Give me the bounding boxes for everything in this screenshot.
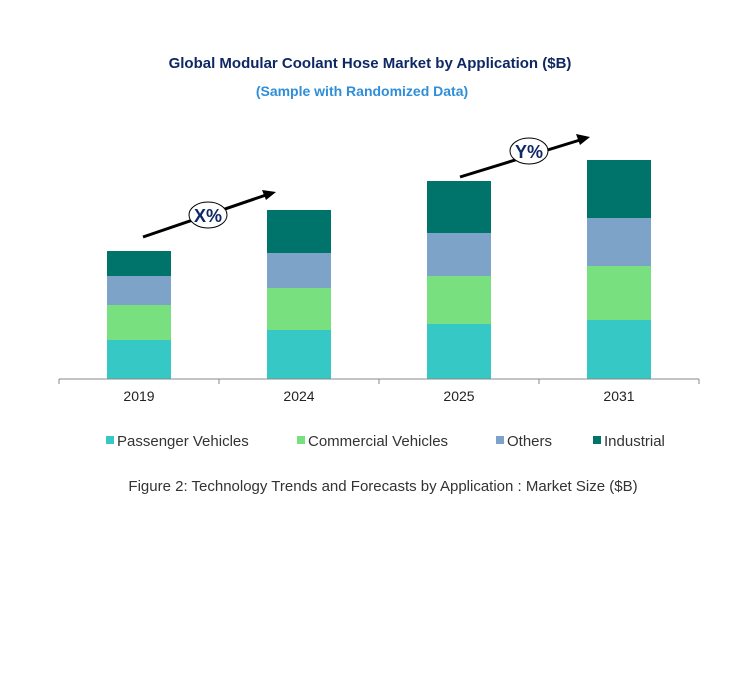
legend-label: Commercial Vehicles — [308, 433, 448, 450]
x-tick-label: 2025 — [443, 388, 474, 404]
growth-arrow-y: Y% — [459, 134, 590, 179]
legend-label: Passenger Vehicles — [117, 433, 249, 450]
bar-segment-2025-industrial — [427, 181, 491, 233]
bar-segment-2024-passenger-vehicles — [267, 330, 331, 379]
chart-subtitle: (Sample with Randomized Data) — [256, 83, 468, 99]
x-tick-label: 2031 — [603, 388, 634, 404]
growth-arrow-x: X% — [142, 190, 276, 239]
bar-segment-2025-commercial-vehicles — [427, 276, 491, 324]
bar-segment-2031-commercial-vehicles — [587, 266, 651, 320]
bar-segment-2025-passenger-vehicles — [427, 324, 491, 379]
bar-segment-2024-commercial-vehicles — [267, 288, 331, 330]
bar-segment-2031-passenger-vehicles — [587, 320, 651, 379]
growth-label-x: X% — [194, 206, 222, 226]
bar-segment-2025-others — [427, 233, 491, 276]
figure-caption: Figure 2: Technology Trends and Forecast… — [128, 478, 637, 495]
bar-segment-2031-industrial — [587, 160, 651, 218]
legend-swatch — [106, 436, 114, 444]
bar-segment-2019-industrial — [107, 251, 171, 276]
chart-title: Global Modular Coolant Hose Market by Ap… — [169, 55, 572, 72]
bar-segment-2019-passenger-vehicles — [107, 340, 171, 379]
x-tick-label: 2024 — [283, 388, 314, 404]
growth-label-y: Y% — [515, 142, 543, 162]
legend: Passenger Vehicles Commercial Vehicles Oth… — [106, 433, 665, 450]
bar-segment-2024-industrial — [267, 210, 331, 253]
legend-swatch — [297, 436, 305, 444]
legend-label: Others — [507, 433, 552, 450]
x-tick-label: 2019 — [123, 388, 154, 404]
bar-segment-2019-commercial-vehicles — [107, 305, 171, 340]
legend-label: Industrial — [604, 433, 665, 450]
bar-segment-2031-others — [587, 218, 651, 266]
bar-segment-2019-others — [107, 276, 171, 305]
legend-swatch — [496, 436, 504, 444]
legend-swatch — [593, 436, 601, 444]
bar-segment-2024-others — [267, 253, 331, 288]
